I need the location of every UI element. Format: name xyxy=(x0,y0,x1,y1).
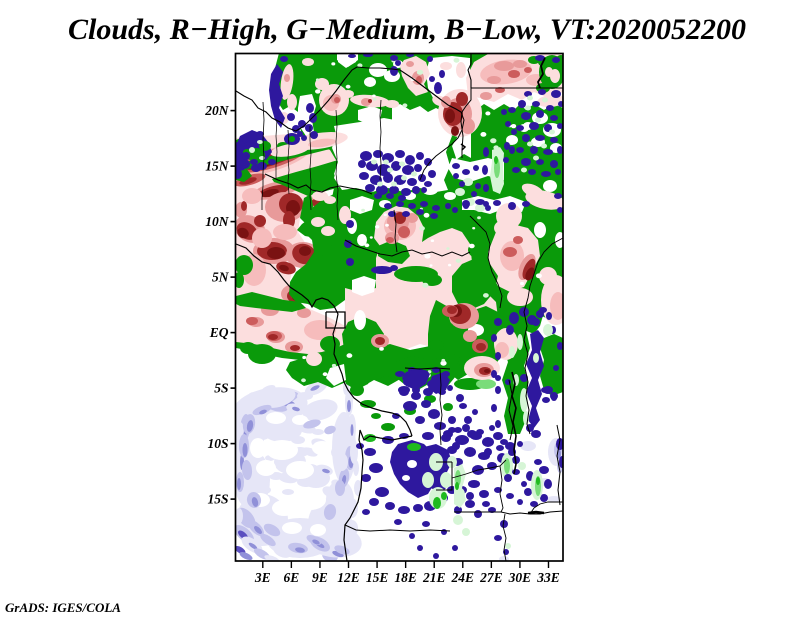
svg-text:18E: 18E xyxy=(394,570,417,585)
svg-text:15E: 15E xyxy=(366,570,389,585)
svg-text:9E: 9E xyxy=(312,570,328,585)
svg-text:10N: 10N xyxy=(205,214,230,229)
svg-text:15N: 15N xyxy=(205,159,230,174)
svg-text:33E: 33E xyxy=(536,570,560,585)
svg-text:EQ: EQ xyxy=(209,325,229,340)
svg-text:Clouds, R−High, G−Medium, B−Lo: Clouds, R−High, G−Medium, B−Low, VT:2020… xyxy=(68,13,746,46)
svg-text:30E: 30E xyxy=(508,570,532,585)
svg-text:15S: 15S xyxy=(207,492,228,507)
svg-text:5N: 5N xyxy=(212,270,230,285)
svg-text:20N: 20N xyxy=(204,103,230,118)
svg-text:6E: 6E xyxy=(283,570,299,585)
svg-text:27E: 27E xyxy=(479,570,503,585)
svg-text:24E: 24E xyxy=(451,570,475,585)
svg-text:3E: 3E xyxy=(254,570,271,585)
svg-text:GrADS: IGES/COLA: GrADS: IGES/COLA xyxy=(5,600,121,615)
svg-text:12E: 12E xyxy=(337,570,360,585)
svg-text:5S: 5S xyxy=(214,381,228,396)
svg-text:21E: 21E xyxy=(422,570,446,585)
svg-text:10S: 10S xyxy=(207,436,228,451)
